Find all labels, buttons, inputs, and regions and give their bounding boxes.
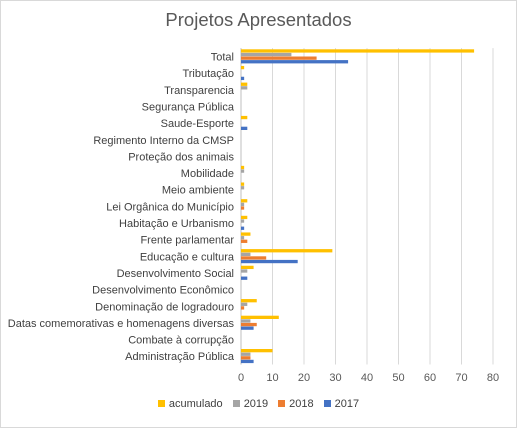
bar-2019 (241, 252, 251, 256)
bar-2017 (241, 276, 248, 280)
category-label: Habitação e Urbanismo (119, 218, 234, 230)
bar-acumulado (241, 232, 251, 236)
x-tick-label: 0 (238, 372, 244, 384)
bar-2017 (241, 359, 254, 364)
category-label: Segurança Pública (142, 101, 235, 113)
bar-2018 (241, 206, 245, 210)
category-label: Desenvolvimento Social (117, 268, 234, 280)
legend-label: 2017 (334, 398, 360, 410)
category-label: Administração Pública (125, 351, 235, 363)
legend-item: 2017 (323, 398, 360, 410)
bar-acumulado (241, 215, 248, 220)
legend-swatch (278, 400, 286, 407)
x-tick-label: 10 (266, 372, 278, 384)
bar-2019 (241, 236, 245, 240)
bar-2019 (241, 202, 245, 207)
bar-2018 (241, 239, 248, 243)
category-label: Datas comemorativas e homenagens diversa… (8, 318, 235, 330)
bar-2017 (241, 226, 245, 230)
bar-2017 (241, 76, 245, 81)
bar-acumulado (241, 199, 248, 203)
bar-2017 (241, 326, 254, 330)
category-label: Educação e cultura (140, 251, 235, 263)
legend-swatch (232, 400, 240, 407)
bar-acumulado (241, 182, 245, 186)
bar-2019 (241, 86, 248, 90)
bar-2019 (241, 302, 248, 306)
category-label: Lei Orgânica do Município (106, 201, 234, 213)
bar-2019 (241, 219, 245, 223)
legend-label: 2018 (289, 398, 314, 410)
bar-2019 (241, 352, 251, 356)
bar-2019 (241, 269, 248, 273)
bar-2019 (241, 319, 251, 323)
bar-2018 (241, 322, 257, 327)
legend-label: acumulado (168, 398, 223, 410)
category-label: Desenvolvimento Econômico (92, 285, 234, 297)
bar-2018 (241, 306, 245, 310)
bar-2017 (241, 126, 248, 130)
legend-label: 2019 (243, 398, 269, 410)
category-label: Mobilidade (181, 168, 234, 180)
category-label: Denominação de logradouro (95, 301, 234, 313)
bar-2018 (241, 56, 317, 60)
category-label: Frente parlamentar (140, 235, 234, 247)
bar-2017 (241, 259, 298, 264)
chart-title: Projetos Apresentados (165, 9, 352, 30)
legend-swatch (157, 400, 165, 407)
category-label: Regimento Interno da CMSP (93, 135, 234, 147)
bar-acumulado (241, 299, 257, 303)
bar-acumulado (241, 115, 248, 120)
x-tick-label: 50 (392, 372, 404, 384)
category-label: Total (211, 52, 234, 64)
x-tick-label: 70 (455, 372, 467, 384)
category-label: Proteção dos animais (128, 151, 234, 163)
bar-2019 (241, 169, 245, 173)
bar-acumulado (241, 49, 475, 53)
bar-acumulado (241, 249, 333, 253)
category-label: Tributação (182, 68, 234, 80)
category-label: Meio ambiente (162, 185, 234, 197)
legend-swatch (323, 400, 331, 407)
bar-2017 (241, 60, 349, 64)
category-label: Combate à corrupção (128, 335, 234, 347)
bar-acumulado (241, 265, 254, 270)
bar-2018 (241, 256, 267, 260)
bar-acumulado (241, 65, 245, 70)
legend-item: acumulado (157, 398, 223, 410)
category-label: Saude-Esporte (161, 118, 234, 130)
x-tick-label: 80 (487, 372, 499, 384)
x-tick-label: 40 (361, 372, 373, 384)
x-tick-label: 60 (424, 372, 436, 384)
x-tick-label: 20 (298, 372, 310, 384)
x-tick-label: 30 (329, 372, 341, 384)
bar-2019 (241, 186, 245, 190)
legend-item: 2019 (232, 398, 269, 410)
bar-acumulado (241, 349, 273, 353)
bar-2018 (241, 356, 251, 360)
bar-acumulado (241, 315, 279, 319)
legend-item: 2018 (278, 398, 314, 410)
chart-legend: acumulado 2019 2018 2017 (0, 398, 517, 410)
bar-acumulado (241, 165, 245, 170)
category-label: Transparencia (164, 85, 235, 97)
bar-2019 (241, 52, 292, 57)
bar-acumulado (241, 82, 248, 86)
